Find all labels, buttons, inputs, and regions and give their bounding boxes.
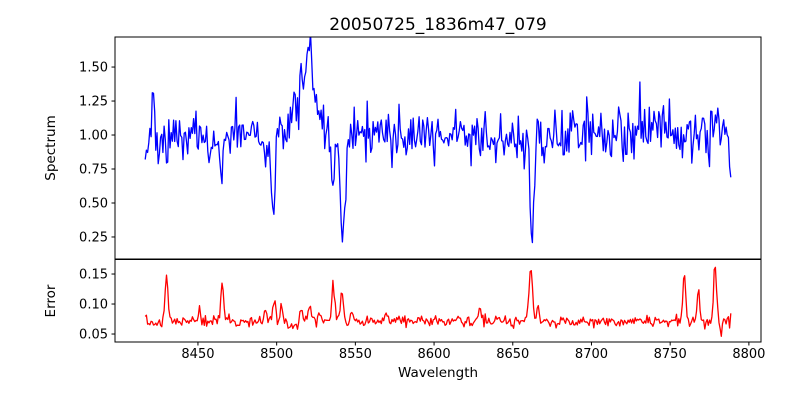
error-y-tick-label: 0.15 (79, 268, 108, 283)
error-line (144, 266, 732, 337)
x-tick-label: 8800 (732, 347, 765, 362)
x-tick-label: 8600 (418, 347, 451, 362)
x-tick-label: 8700 (575, 347, 608, 362)
x-tick-label: 8650 (496, 347, 529, 362)
error-y-axis-label: Error (43, 284, 59, 317)
error-y-tick-label: 0.10 (79, 298, 108, 313)
spectrum-y-tick-label: 0.25 (79, 230, 108, 245)
x-axis-label: Wavelength (398, 365, 478, 381)
error-axes (114, 259, 762, 343)
x-tick-label: 8450 (181, 347, 214, 362)
spectrum-y-axis-label: Spectrum (43, 115, 59, 180)
x-tick-label: 8750 (654, 347, 687, 362)
spectrum-y-tick-label: 1.50 (79, 61, 108, 76)
chart-title: 20050725_1836m47_079 (329, 15, 546, 35)
plot-dynamic-layer: 8450 8500 8550 8600 8650 8700 8750 8800 0.25 0.50… (79, 37, 765, 362)
spectrum-y-tick-label: 1.00 (79, 129, 108, 144)
spectrum-y-tick-label: 0.50 (79, 196, 108, 211)
spectrum-y-tick-label: 1.25 (79, 95, 108, 110)
spectrum-line (144, 37, 732, 244)
spectrum-y-tick-label: 0.75 (79, 163, 108, 178)
error-y-tick-label: 0.05 (79, 328, 108, 343)
x-tick-label: 8550 (339, 347, 372, 362)
x-tick-label: 8500 (260, 347, 293, 362)
